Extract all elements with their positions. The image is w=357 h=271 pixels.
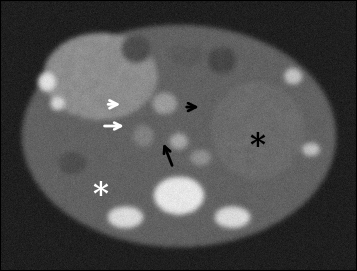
Text: *: * bbox=[249, 131, 265, 162]
Text: *: * bbox=[92, 180, 108, 211]
